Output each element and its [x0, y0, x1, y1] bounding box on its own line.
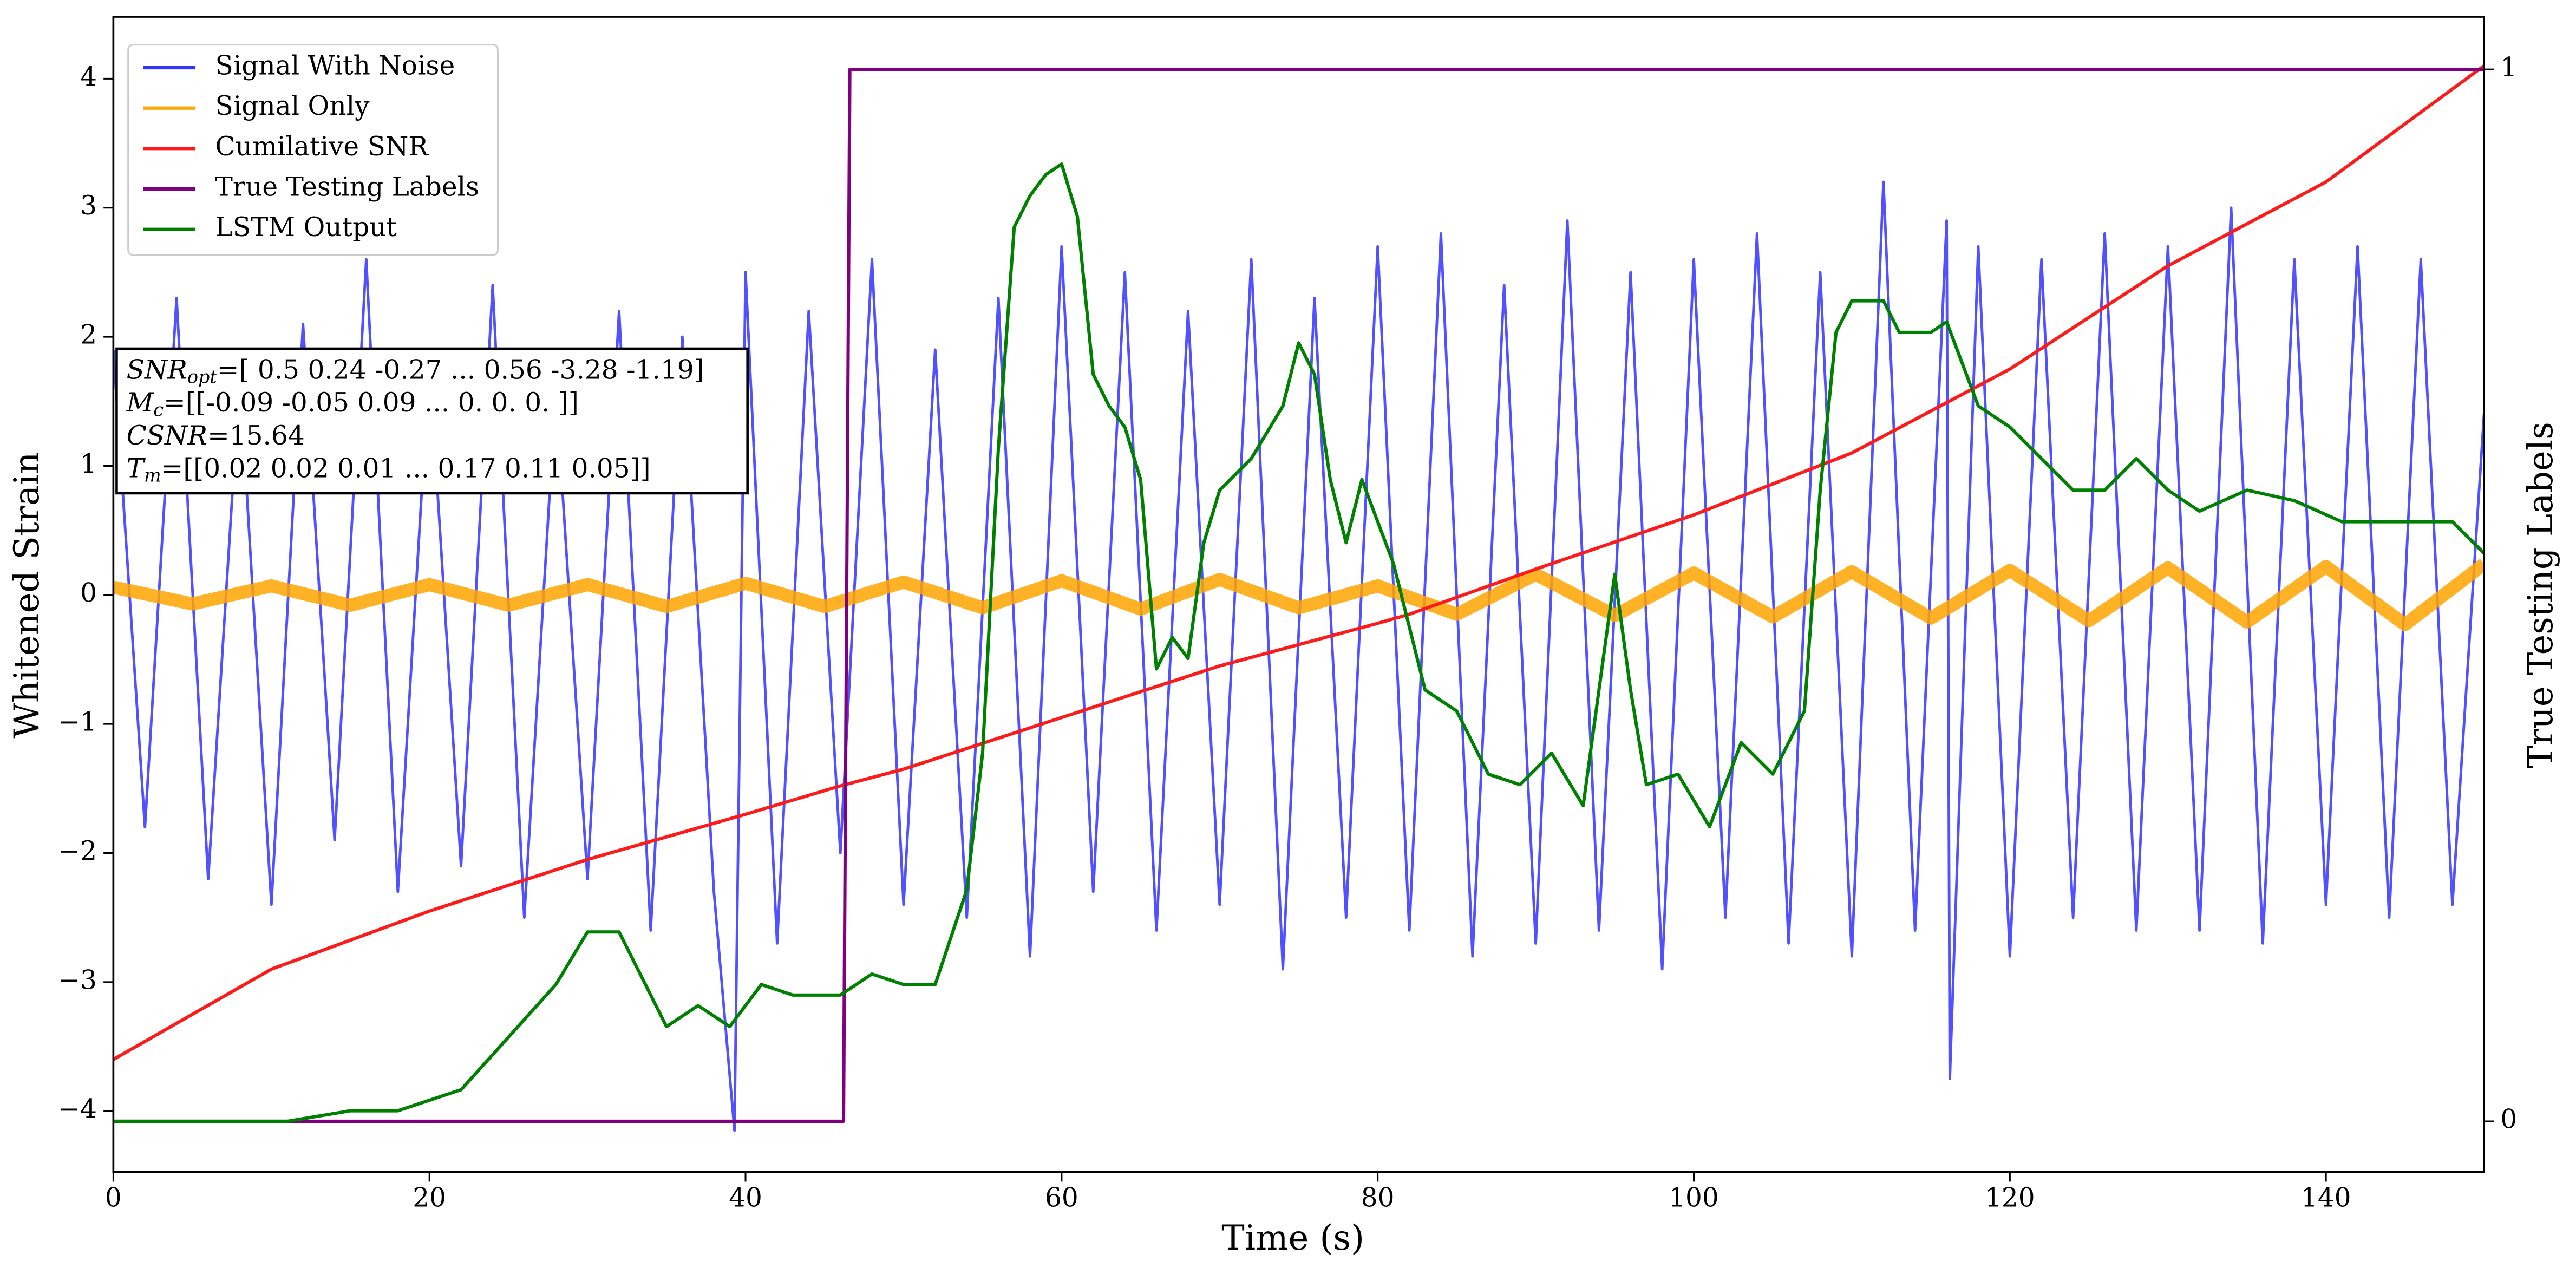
legend-label: Cumilative SNR [215, 132, 429, 162]
x-tick-label: 40 [729, 1182, 762, 1213]
annotation-subscript: c [153, 399, 164, 420]
series-group [113, 64, 2485, 1132]
x-tick-label: 100 [1669, 1182, 1719, 1213]
annotation-symbol: CSNR [127, 420, 207, 450]
y2-axis-label: True Testing Labels [2521, 422, 2561, 768]
legend-label: Signal With Noise [215, 51, 455, 81]
series-line [113, 558, 2485, 631]
annotation-symbol: T [127, 453, 146, 484]
y-tick-label: 2 [80, 320, 97, 350]
legend-box [127, 44, 499, 256]
annotation-box [115, 347, 749, 495]
y-tick-label: −1 [58, 707, 97, 737]
plot-frame [112, 16, 2485, 1173]
y-tick-label: 4 [80, 62, 97, 92]
y-tick-label: −2 [58, 836, 97, 866]
y-tick-label: 1 [80, 449, 97, 479]
y-tick-label: 0 [80, 578, 97, 608]
x-tick-label: 120 [1985, 1182, 2035, 1213]
annotation-subscript: opt [187, 367, 217, 388]
legend-label: Signal Only [215, 91, 370, 121]
legend-label: LSTM Output [215, 212, 397, 243]
y-tick-label: −3 [58, 965, 97, 995]
y2-tick-label: 0 [2500, 1104, 2517, 1134]
y-tick-label: −4 [58, 1094, 97, 1125]
y2-tick-label: 1 [2500, 53, 2517, 83]
x-tick-label: 0 [105, 1182, 122, 1213]
annotation-subscript: m [144, 465, 161, 486]
x-tick-label: 60 [1045, 1182, 1078, 1213]
annotation-symbol: SNR [127, 355, 187, 385]
legend-label: True Testing Labels [215, 172, 480, 202]
x-tick-label: 20 [413, 1182, 446, 1213]
x-axis-label: Time (s) [1221, 1218, 1364, 1258]
annotation-line: CSNR=15.64 [127, 420, 305, 450]
x-tick-label: 80 [1361, 1182, 1395, 1213]
series-line [113, 68, 2485, 1123]
y-tick-label: 3 [80, 191, 97, 221]
series-line [113, 64, 2485, 1061]
annotation-line: Mc=[[-0.09 -0.05 0.09 ... 0. 0. 0. ]] [126, 388, 579, 421]
series-line [113, 180, 2485, 1132]
annotation-symbol: M [126, 388, 154, 418]
annotation-text: =[[-0.09 -0.05 0.09 ... 0. 0. 0. ]] [164, 388, 579, 418]
annotation-text: =15.64 [207, 420, 305, 450]
series-line [113, 162, 2485, 1123]
annotation-text: =[ 0.5 0.24 -0.27 ... 0.56 -3.28 -1.19] [217, 355, 704, 385]
annotation-line: SNRopt=[ 0.5 0.24 -0.27 ... 0.56 -3.28 -… [127, 355, 704, 388]
x-tick-label: 140 [2301, 1182, 2351, 1213]
annotation-line: Tm=[[0.02 0.02 0.01 ... 0.17 0.11 0.05]] [127, 453, 651, 486]
y-axis-label: Whitened Strain [7, 452, 47, 739]
annotation-text: =[[0.02 0.02 0.01 ... 0.17 0.11 0.05]] [161, 453, 651, 484]
